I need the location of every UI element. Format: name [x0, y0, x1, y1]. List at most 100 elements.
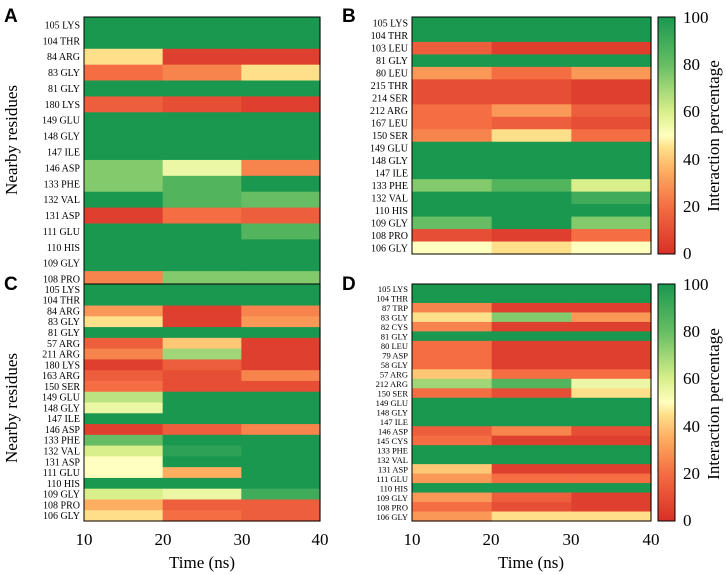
heatmap-cell	[162, 284, 242, 296]
heatmap-cell	[162, 445, 242, 457]
heatmap-cell	[412, 91, 493, 105]
heatmap-cell	[412, 116, 493, 130]
heatmap-cell	[84, 96, 164, 113]
row-label: 79 ASP	[382, 351, 408, 361]
heatmap-cell	[84, 32, 164, 50]
heatmap-cell	[491, 312, 572, 323]
heatmap-cell	[571, 241, 652, 255]
row-label: 133 PHE	[372, 181, 408, 192]
heatmap-cell	[571, 91, 652, 105]
heatmap-cell	[412, 29, 493, 43]
heatmap-cell	[84, 359, 164, 371]
heatmap-cell	[571, 340, 652, 351]
heatmap-cell	[412, 407, 493, 418]
row-label: 111 GLU	[376, 474, 408, 484]
row-label: 110 HIS	[380, 483, 409, 493]
heatmap-cell	[162, 456, 242, 468]
y-axis-title-top: Nearby residues	[2, 85, 21, 195]
row-label: 110 HIS	[47, 243, 80, 254]
heatmap-cell	[412, 426, 493, 437]
row-label: 106 GLY	[371, 243, 408, 254]
heatmap-cell	[162, 413, 242, 425]
heatmap-cell	[491, 454, 572, 465]
heatmap-cell	[571, 502, 652, 513]
heatmap-cell	[162, 32, 242, 50]
row-label: 103 LEU	[371, 44, 409, 55]
panel-label-d: D	[342, 274, 356, 295]
heatmap-cell	[571, 426, 652, 437]
row-label: 105 LYS	[378, 284, 408, 294]
heatmap-cell	[412, 129, 493, 143]
heatmap-cell	[84, 434, 164, 447]
colorbar-label-top: Interaction percentage	[704, 60, 723, 212]
row-label: 149 GLU	[370, 143, 409, 154]
heatmap-cell	[412, 397, 493, 408]
cb-top-tick-40: 40	[683, 150, 700, 169]
heatmap-cell	[412, 293, 493, 304]
heatmap-cell	[412, 502, 493, 513]
heatmap-cell	[84, 477, 164, 490]
heatmap-cell	[241, 456, 321, 468]
heatmap-cell	[571, 492, 652, 503]
row-label: 108 PRO	[43, 275, 80, 286]
heatmap-cell	[491, 502, 572, 513]
row-label: 147 ILE	[47, 414, 80, 425]
heatmap-cell	[412, 17, 493, 31]
heatmap-cell	[491, 483, 572, 494]
heatmap-cell	[412, 179, 493, 193]
row-label: 80 LEU	[381, 341, 408, 351]
heatmap-cell	[491, 416, 572, 427]
heatmap-cell	[241, 477, 321, 490]
heatmap-cell	[241, 159, 321, 177]
row-label: 58 GLY	[381, 360, 408, 370]
heatmap-cell	[491, 350, 572, 361]
row-label: 150 SER	[44, 382, 80, 393]
row-label: 150 SER	[378, 389, 409, 399]
row-label: 215 THR	[371, 81, 409, 92]
row-label: 104 THR	[371, 31, 409, 42]
heatmap-cell	[412, 331, 493, 342]
heatmap-cell	[84, 445, 164, 457]
heatmap-cell	[412, 154, 493, 168]
heatmap-cell	[241, 305, 321, 317]
heatmap-cell	[241, 294, 321, 307]
heatmap-cell	[571, 302, 652, 314]
heatmap-cell	[241, 337, 321, 350]
heatmap-cell	[162, 348, 242, 361]
heatmap-cell	[162, 424, 242, 436]
heatmap-cell	[162, 17, 242, 34]
row-label: 109 GLY	[43, 490, 80, 501]
row-label: 105 LYS	[45, 20, 80, 31]
heatmap-cell	[241, 17, 321, 34]
row-label: 105 LYS	[373, 19, 408, 30]
heatmap-cell	[84, 80, 164, 98]
heatmap-cell	[84, 239, 164, 256]
heatmap-cell	[491, 464, 572, 475]
heatmap-cell	[84, 144, 164, 161]
heatmap-cell	[241, 499, 321, 511]
heatmap-cell	[571, 416, 652, 427]
row-label: 147 ILE	[380, 417, 408, 427]
cb-top-tick-0: 0	[683, 244, 692, 263]
heatmap-cell	[162, 175, 242, 193]
row-label: 132 VAL	[43, 446, 80, 457]
heatmap-cell	[412, 79, 493, 93]
heatmap-cell	[412, 483, 493, 494]
heatmap-cell	[571, 116, 652, 130]
heatmap-cell	[241, 445, 321, 457]
heatmap-cell	[241, 80, 321, 98]
heatmap-cell	[491, 41, 572, 56]
heatmap-cell	[162, 488, 242, 501]
heatmap-cell	[241, 413, 321, 425]
heatmap-cell	[162, 305, 242, 317]
heatmap-cell	[84, 191, 164, 209]
heatmap-cell	[241, 467, 321, 479]
heatmap-cell	[412, 229, 493, 243]
row-label: 106 GLY	[43, 511, 80, 522]
heatmap-cell	[162, 499, 242, 511]
heatmap-cell	[571, 483, 652, 494]
row-label: 84 ARG	[47, 306, 80, 317]
row-label: 84 ARG	[47, 52, 80, 63]
heatmap-cell	[241, 271, 321, 288]
